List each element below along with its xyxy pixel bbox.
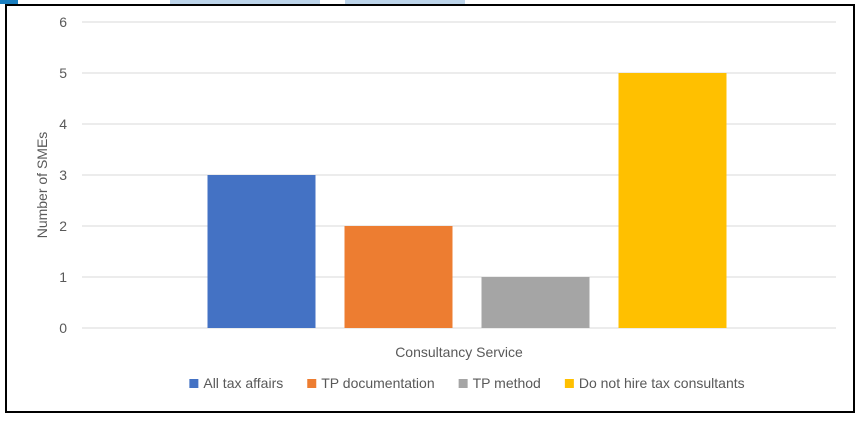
legend-swatch — [189, 379, 199, 388]
y-axis-title: Number of SMEs — [34, 132, 50, 239]
bars — [207, 73, 727, 328]
legend-swatch — [458, 379, 468, 388]
y-tick-label: 0 — [59, 320, 67, 336]
legend-label: TP method — [473, 375, 541, 391]
bar-all-tax-affairs — [207, 175, 316, 328]
legend-label: TP documentation — [321, 375, 434, 391]
y-tick-label: 5 — [59, 65, 67, 81]
legend-item: TP documentation — [307, 375, 435, 391]
legend-swatch — [307, 379, 317, 388]
y-tick-label: 1 — [59, 269, 67, 285]
y-axis-ticks: 0 1 2 3 4 5 6 — [59, 14, 67, 336]
y-tick-label: 3 — [59, 167, 67, 183]
cropped-caption-fragment — [0, 0, 18, 4]
y-tick-label: 6 — [59, 14, 67, 30]
cropped-caption-strip — [0, 0, 862, 6]
legend-item: Do not hire tax consultants — [564, 375, 745, 391]
y-tick-label: 2 — [59, 218, 67, 234]
y-tick-label: 4 — [59, 116, 67, 132]
cropped-caption-fragment — [345, 0, 465, 4]
legend-label: Do not hire tax consultants — [579, 375, 745, 391]
bar-tp-documentation — [344, 226, 453, 328]
legend-item: All tax affairs — [189, 375, 283, 391]
x-axis-title: Consultancy Service — [395, 344, 523, 360]
legend-label: All tax affairs — [203, 375, 283, 391]
cropped-caption-fragment — [170, 0, 320, 4]
bar-do-not-hire-tax-consultants — [618, 73, 727, 328]
chart-frame: 0 1 2 3 4 5 6 Number of SMEs Consultancy Servi… — [5, 4, 855, 413]
bar-chart: 0 1 2 3 4 5 6 Number of SMEs Consultancy Servi… — [34, 14, 836, 391]
legend-swatch — [564, 379, 574, 388]
bar-tp-method — [481, 277, 590, 328]
legend: All tax affairs TP documentation TP method… — [189, 375, 745, 391]
legend-item: TP method — [458, 375, 541, 391]
